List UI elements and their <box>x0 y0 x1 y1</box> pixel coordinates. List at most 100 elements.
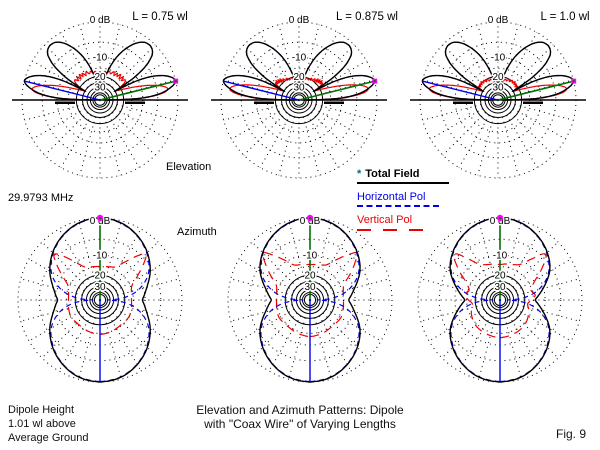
ground-stub <box>523 101 543 104</box>
total-field-curve <box>222 41 376 101</box>
grid-radial-line <box>231 108 285 140</box>
ground-stub <box>55 101 75 104</box>
ring-db-label: 30 <box>492 83 504 94</box>
grid-radial-line <box>458 32 490 86</box>
grid-radial-line <box>112 241 159 288</box>
grid-radial-line <box>318 228 352 285</box>
dipole-height-line2: 1.01 wl above <box>8 418 76 430</box>
grid-radial-line <box>477 116 494 176</box>
grid-radial-line <box>441 241 488 288</box>
grid-radial-line <box>504 220 522 283</box>
grid-radial-line <box>32 108 86 140</box>
grid-radial-line <box>512 312 559 359</box>
ring-db-label: -10 <box>93 250 108 261</box>
grid-radial-line <box>20 304 83 322</box>
grid-radial-line <box>251 312 298 359</box>
grid-radial-line <box>517 278 580 296</box>
grid-radial-line <box>318 315 352 372</box>
cursor-marker-glyph: * <box>357 168 362 180</box>
grid-radial-line <box>108 114 140 168</box>
cursor-marker-center <box>174 80 177 83</box>
grid-radial-line <box>512 108 566 140</box>
cursor-line <box>298 80 375 101</box>
total-field-line-sample <box>357 182 449 184</box>
cursor-marker-center <box>499 217 501 219</box>
ring-db-label: -10 <box>93 53 108 64</box>
grid-radial-line <box>322 241 369 288</box>
cursor-marker-center <box>373 80 376 83</box>
grid-radial-line <box>508 228 542 285</box>
legend-horizontal-pol-label: Horizontal Pol <box>357 191 426 203</box>
total-field-curve <box>23 41 177 101</box>
zero-db-label: 0 dB <box>488 15 509 26</box>
grid-radial-line <box>78 317 96 380</box>
cursor-line <box>497 80 574 101</box>
grid-radial-line <box>44 44 88 88</box>
grid-radial-line <box>307 114 339 168</box>
figure-number: Fig. 9 <box>556 427 587 441</box>
ring-db-label: 30 <box>94 282 106 293</box>
grid-radial-line <box>325 308 382 342</box>
grid-radial-line <box>478 220 496 283</box>
zero-db-label: 0 dB <box>289 15 310 26</box>
grid-radial-line <box>278 116 295 176</box>
grid-radial-line <box>307 32 339 86</box>
grid-radial-line <box>442 44 486 88</box>
horizontal-pol-line-sample <box>357 205 439 207</box>
ring-db-label: 20 <box>494 271 506 282</box>
vertical-pol-curve <box>31 70 169 101</box>
grid-radial-line <box>114 108 168 140</box>
zero-db-label: 0 dB <box>90 216 111 227</box>
grid-radial-line <box>311 112 355 156</box>
grid-radial-line <box>327 304 390 322</box>
grid-radial-line <box>478 317 496 380</box>
grid-radial-line <box>441 312 488 359</box>
ring-db-label: 30 <box>94 83 106 94</box>
zero-db-label: 0 dB <box>300 216 321 227</box>
grid-radial-line <box>230 304 293 322</box>
grid-radial-line <box>41 241 88 288</box>
grid-radial-line <box>104 116 121 176</box>
ring-db-label: 20 <box>304 271 316 282</box>
grid-radial-line <box>44 112 88 156</box>
grid-radial-line <box>315 104 375 121</box>
dipole-height-line1: Dipole Height <box>8 404 75 416</box>
cursor-line <box>99 80 176 101</box>
ring-db-label: -10 <box>292 53 307 64</box>
grid-radial-line <box>458 228 492 285</box>
grid-radial-line <box>238 258 295 292</box>
vertical-pol-curve <box>428 78 568 101</box>
ring-db-label: 20 <box>94 271 106 282</box>
grid-radial-line <box>325 258 382 292</box>
grid-radial-line <box>230 278 293 296</box>
caption-line1: Elevation and Azimuth Patterns: Dipole <box>196 403 404 417</box>
grid-radial-line <box>28 258 85 292</box>
grid-radial-line <box>108 315 142 372</box>
grid-radial-line <box>420 304 483 322</box>
ring-db-label: 20 <box>94 72 106 83</box>
grid-radial-line <box>58 228 92 285</box>
grid-radial-line <box>422 104 482 121</box>
grid-radial-line <box>327 278 390 296</box>
legend-vertical-pol-label: Vertical Pol <box>357 214 413 226</box>
grid-radial-line <box>223 104 283 121</box>
grid-radial-line <box>251 241 298 288</box>
grid-radial-line <box>41 312 88 359</box>
dipole-height-line3: Average Ground <box>8 432 89 444</box>
grid-radial-line <box>288 317 306 380</box>
cursor-line <box>422 80 499 101</box>
ring-db-label: -10 <box>491 53 506 64</box>
cursor-line <box>24 80 101 101</box>
grid-radial-line <box>442 112 486 156</box>
cursor-marker-center <box>99 217 101 219</box>
figure-caption: Elevation and Azimuth Patterns: Dipole w… <box>135 403 465 431</box>
grid-radial-line <box>514 104 574 121</box>
ring-db-label: 30 <box>304 282 316 293</box>
ground-stub <box>125 101 145 104</box>
grid-radial-line <box>20 278 83 296</box>
pattern-legend: * Total Field Horizontal Pol Vertical Pol <box>357 168 449 231</box>
